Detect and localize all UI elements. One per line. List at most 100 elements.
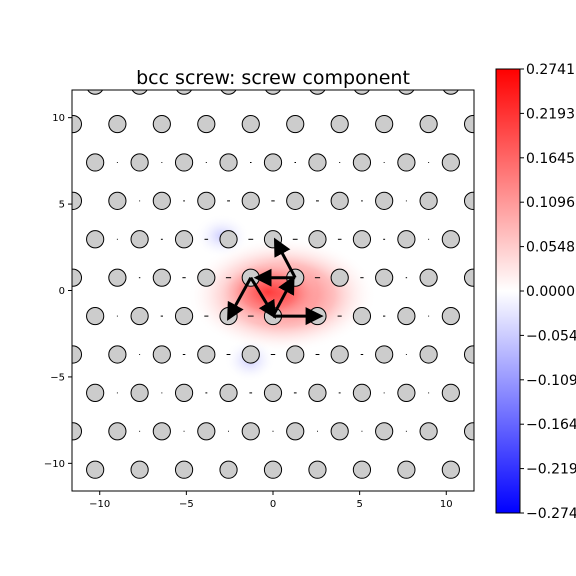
atom (108, 422, 127, 441)
atom (72, 191, 83, 210)
atom (286, 345, 305, 364)
atom (286, 191, 305, 210)
atom (330, 114, 349, 134)
y-tick-label: −10 (44, 459, 65, 470)
atom (397, 383, 416, 402)
x-tick-label: 0 (270, 499, 276, 510)
atom (219, 153, 238, 172)
colorbar-tick-label: −0.2193 (526, 462, 576, 478)
core-displacement-arrow (249, 276, 276, 319)
atom (108, 345, 127, 364)
atom (130, 153, 149, 172)
x-tick-label: 5 (356, 499, 362, 510)
colorbar-tick-label: −0.2741 (526, 506, 576, 522)
atom (174, 306, 194, 326)
atom (197, 345, 216, 364)
atom (442, 90, 459, 95)
atom (197, 191, 216, 210)
atom (419, 191, 438, 210)
atom (441, 153, 460, 172)
atom (463, 191, 474, 210)
colorbar (495, 68, 521, 514)
atom (419, 268, 438, 287)
atom (286, 114, 305, 134)
colorbar-tick-label: 0.0000 (526, 284, 575, 300)
atom (130, 460, 149, 479)
atom (441, 383, 460, 402)
atom (152, 114, 171, 134)
atom (330, 422, 349, 441)
atom (397, 460, 416, 479)
atom (108, 191, 127, 210)
atom (397, 153, 416, 172)
chart-title: bcc screw: screw component (136, 67, 410, 89)
atom (375, 114, 394, 134)
atom (352, 306, 372, 326)
atom (198, 500, 215, 517)
atom (463, 345, 474, 364)
atom (352, 230, 372, 249)
atom (72, 345, 83, 364)
atom (463, 114, 474, 134)
atom (352, 153, 372, 172)
atom (265, 90, 281, 95)
atom (131, 90, 148, 95)
atom (331, 500, 348, 517)
atom (219, 383, 238, 402)
atom (72, 268, 83, 287)
atom (375, 422, 394, 441)
y-tick-label: −5 (50, 372, 65, 383)
atom (419, 345, 438, 364)
colorbar-tick-label: 0.2193 (526, 106, 575, 122)
atom (219, 460, 238, 479)
atom (420, 500, 437, 517)
atom (441, 460, 460, 479)
atom (330, 345, 349, 364)
atom (352, 383, 372, 402)
atom (419, 422, 438, 441)
atom (464, 500, 481, 517)
atom (353, 90, 370, 95)
atom (263, 460, 283, 479)
atom (152, 268, 171, 287)
atom (130, 306, 149, 326)
atom (419, 114, 438, 134)
core-displacement-arrow (273, 237, 297, 279)
atom (397, 306, 416, 326)
atom (72, 114, 83, 134)
atom (463, 268, 474, 287)
atom (152, 345, 171, 364)
atom (441, 306, 460, 326)
colorbar-tick-label: 0.0548 (526, 240, 575, 256)
atom (308, 460, 327, 479)
core-displacement-arrow (271, 275, 295, 317)
atom (108, 114, 127, 134)
atom (176, 90, 193, 95)
atom (330, 191, 349, 210)
atom (375, 345, 394, 364)
atom (309, 90, 326, 95)
atom (463, 422, 474, 441)
atom (308, 383, 327, 402)
plot-area (72, 90, 481, 517)
atom (197, 422, 216, 441)
atom (174, 460, 194, 479)
atom (242, 500, 259, 517)
atom (130, 230, 149, 249)
atom (330, 268, 349, 287)
atom (397, 230, 416, 249)
atom (153, 500, 170, 517)
colorbar-tick-label: 0.1645 (526, 151, 575, 167)
atom (174, 153, 194, 172)
atom (219, 230, 238, 249)
atom (263, 383, 283, 402)
atom (86, 230, 105, 249)
x-tick-label: −10 (89, 499, 110, 510)
atom (86, 306, 105, 326)
x-tick-label: −5 (179, 499, 194, 510)
atom (86, 153, 105, 172)
atom (375, 191, 394, 210)
atom (241, 345, 260, 364)
y-tick-label: 0 (59, 286, 65, 297)
